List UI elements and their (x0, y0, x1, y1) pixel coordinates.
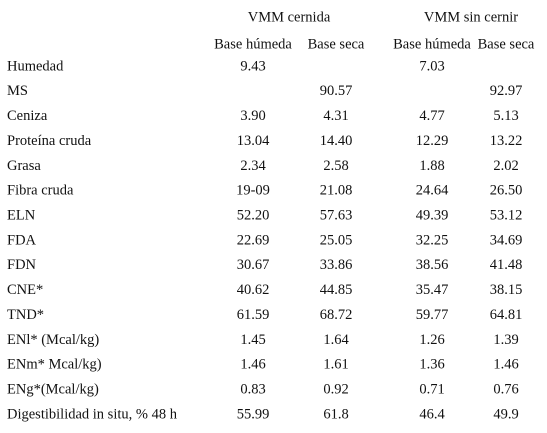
row-label: ENl* (Mcal/kg) (7, 332, 99, 348)
group-header: VMM cernida (248, 9, 331, 25)
cell-value: 34.69 (490, 232, 523, 248)
cell-value: 59.77 (416, 307, 449, 323)
cell-value: 55.99 (237, 406, 270, 422)
row-label: TND* (7, 307, 44, 323)
column-header: Base húmeda (214, 36, 292, 52)
row-label: Proteína cruda (7, 133, 92, 149)
cell-value: 53.12 (490, 207, 523, 223)
cell-value: 12.29 (416, 133, 449, 149)
cell-value: 1.61 (323, 357, 348, 373)
cell-value: 38.56 (416, 257, 449, 273)
cell-value: 61.8 (323, 406, 348, 422)
cell-value: 68.72 (320, 307, 353, 323)
cell-value: 1.26 (419, 332, 444, 348)
cell-value: 90.57 (320, 83, 353, 99)
cell-value: 5.13 (493, 108, 518, 124)
column-header: Base seca (478, 36, 535, 52)
row-label: ELN (7, 207, 36, 223)
cell-value: 0.76 (493, 382, 518, 398)
cell-value: 32.25 (416, 232, 449, 248)
cell-value: 52.20 (237, 207, 270, 223)
cell-value: 0.92 (323, 382, 348, 398)
row-label: FDN (7, 257, 37, 273)
cell-value: 2.58 (323, 158, 348, 174)
cell-value: 57.63 (320, 207, 353, 223)
cell-value: 9.43 (240, 58, 265, 74)
cell-value: 21.08 (320, 183, 353, 199)
cell-value: 30.67 (237, 257, 270, 273)
cell-value: 14.40 (320, 133, 353, 149)
cell-value: 44.85 (320, 282, 353, 298)
row-label: ENg*(Mcal/kg) (7, 382, 99, 398)
row-label: ENm* Mcal/kg) (7, 357, 102, 373)
cell-value: 2.02 (493, 158, 518, 174)
group-header: VMM sin cernir (424, 9, 518, 25)
cell-value: 38.15 (490, 282, 523, 298)
cell-value: 24.64 (416, 183, 449, 199)
row-label: FDA (7, 232, 37, 248)
cell-value: 49.9 (493, 406, 518, 422)
cell-value: 2.34 (240, 158, 266, 174)
cell-value: 46.4 (419, 406, 445, 422)
cell-value: 1.36 (419, 357, 444, 373)
cell-value: 1.64 (323, 332, 349, 348)
cell-value: 0.83 (240, 382, 265, 398)
cell-value: 13.04 (237, 133, 270, 149)
cell-value: 0.71 (419, 382, 444, 398)
cell-value: 25.05 (320, 232, 353, 248)
cell-value: 1.39 (493, 332, 518, 348)
cell-value: 4.31 (323, 108, 348, 124)
cell-value: 3.90 (240, 108, 265, 124)
row-label: Grasa (7, 158, 41, 174)
cell-value: 49.39 (416, 207, 449, 223)
row-label: Ceniza (7, 108, 48, 124)
cell-value: 13.22 (490, 133, 523, 149)
cell-value: 1.45 (240, 332, 265, 348)
cell-value: 41.48 (490, 257, 523, 273)
cell-value: 7.03 (419, 58, 444, 74)
cell-value: 26.50 (490, 183, 523, 199)
cell-value: 64.81 (490, 307, 523, 323)
row-label: Digestibilidad in situ, % 48 h (7, 406, 178, 422)
cell-value: 40.62 (237, 282, 270, 298)
cell-value: 61.59 (237, 307, 270, 323)
cell-value: 1.46 (493, 357, 518, 373)
row-label: MS (7, 83, 28, 99)
cell-value: 4.77 (419, 108, 444, 124)
column-header: Base seca (308, 36, 365, 52)
column-header: Base húmeda (393, 36, 471, 52)
cell-value: 1.46 (240, 357, 265, 373)
cell-value: 19-09 (236, 183, 270, 199)
row-label: CNE* (7, 282, 43, 298)
cell-value: 22.69 (237, 232, 270, 248)
row-label: Humedad (7, 58, 64, 74)
cell-value: 1.88 (419, 158, 444, 174)
row-label: Fibra cruda (7, 183, 74, 199)
cell-value: 35.47 (416, 282, 449, 298)
cell-value: 92.97 (490, 83, 523, 99)
cell-value: 33.86 (320, 257, 353, 273)
